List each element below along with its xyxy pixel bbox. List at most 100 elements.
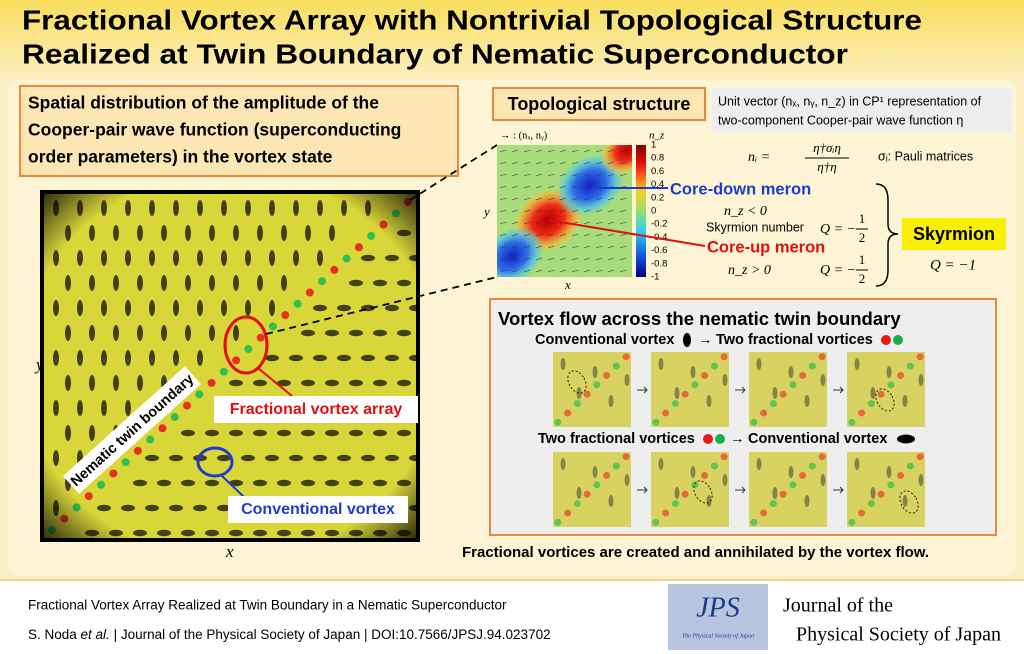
journal-name: Physical Society of Japan — [796, 624, 1001, 646]
boundary-vortex — [858, 409, 866, 417]
boundary-vortex — [906, 462, 914, 470]
conventional-label: Conventional vortex — [241, 501, 395, 518]
boundary-vortex — [877, 390, 885, 398]
boundary-vortex — [662, 509, 670, 517]
boundary-vortex — [897, 371, 905, 379]
vortex — [690, 466, 696, 478]
vector-arrow — [619, 221, 627, 225]
array-label: Fractional vortex array — [230, 401, 403, 418]
boundary-vortex — [789, 381, 797, 389]
vector-arrow — [511, 209, 519, 213]
vector-arrow — [499, 197, 507, 201]
vector-arrow — [559, 257, 567, 261]
x-label: x — [225, 542, 234, 561]
vector-arrow — [595, 197, 603, 201]
q-numerator: 1 — [859, 252, 866, 267]
title: Realized at Twin Boundary of Nematic Sup… — [22, 38, 848, 69]
boundary-vortex — [906, 362, 914, 370]
authors: S. Noda — [28, 627, 81, 642]
highlight — [875, 388, 895, 412]
flow-arrow: → — [730, 431, 745, 447]
boundary-vortex — [671, 500, 679, 508]
boundary-vortex — [710, 462, 718, 470]
map-edge — [44, 194, 416, 538]
boundary-vortex — [573, 500, 581, 508]
core-up-label: Core-up meron — [707, 238, 825, 256]
vector-arrow — [607, 149, 615, 153]
vortex — [658, 458, 664, 470]
boundary-vortex — [681, 490, 689, 498]
skyrmion-q: Q = −1 — [930, 257, 976, 273]
citation-rest: | Journal of the Physical Society of Jap… — [110, 627, 551, 642]
vector-arrow — [583, 233, 591, 237]
vector-arrow — [607, 257, 615, 261]
vector-arrow — [547, 149, 555, 153]
vector-arrow — [571, 269, 579, 273]
pointer — [547, 219, 706, 247]
vector-arrow — [547, 269, 555, 273]
caption-line: Spatial distribution of the amplitude of… — [28, 93, 379, 113]
vector-arrow — [523, 185, 531, 189]
boundary-vortex — [583, 390, 591, 398]
vector-arrow — [559, 173, 567, 177]
zoom-line — [409, 144, 498, 201]
vector-arrow — [559, 233, 567, 237]
vector-arrow — [535, 197, 543, 201]
vector-arrow — [583, 245, 591, 249]
boundary-vortex — [564, 509, 572, 517]
header-band — [0, 0, 1024, 82]
vortex — [854, 358, 860, 370]
core-down-condition: n_z < 0 — [724, 204, 767, 219]
colorbar-tick-label: -1 — [651, 272, 659, 283]
vortex — [788, 466, 794, 478]
vortex — [870, 487, 876, 499]
vector-arrow — [535, 161, 543, 165]
highlight — [567, 370, 587, 394]
vector-arrow — [619, 257, 627, 261]
vector-arrow — [571, 173, 579, 177]
vector-arrow — [583, 161, 591, 165]
formula-numerator: η†σᵢη — [813, 140, 841, 155]
vortex-icon — [683, 333, 691, 347]
logo: JPS — [696, 592, 740, 623]
vector-arrow — [547, 257, 555, 261]
vortex — [886, 466, 892, 478]
vector-arrow — [583, 257, 591, 261]
vector-arrow — [571, 233, 579, 237]
vortex — [756, 458, 762, 470]
vector-arrow — [535, 245, 543, 249]
step-arrow — [833, 486, 844, 494]
vortex — [902, 495, 908, 507]
vortex — [722, 474, 728, 486]
vector-arrow — [523, 161, 531, 165]
caption-line: Cooper-pair wave function (superconducti… — [28, 120, 401, 140]
vector-arrow — [607, 161, 615, 165]
colorbar — [636, 145, 646, 277]
boundary-vortex — [779, 490, 787, 498]
vector-arrow — [547, 245, 555, 249]
vector-arrow — [619, 173, 627, 177]
boundary-vortex — [681, 390, 689, 398]
boundary-vortex — [877, 490, 885, 498]
core-up-region — [600, 145, 632, 175]
core-up-condition: n_z > 0 — [728, 263, 771, 278]
flow-from: Two fractional vortices — [538, 431, 695, 447]
vector-arrow — [523, 197, 531, 201]
boundary-vortex — [887, 381, 895, 389]
formula-denominator: η†η — [817, 159, 836, 174]
boundary-vortex — [662, 409, 670, 417]
vector-arrow — [619, 245, 627, 249]
boundary-vortex — [916, 353, 924, 361]
boundary-vortex — [799, 371, 807, 379]
vortex — [804, 395, 810, 407]
vector-arrow — [619, 149, 627, 153]
vector-arrow — [535, 221, 543, 225]
vortex — [772, 387, 778, 399]
caption-line: order parameters) in the vortex state — [28, 147, 333, 167]
colorbar-tick-label: -0.6 — [651, 245, 667, 256]
conventional-tag-box — [228, 496, 408, 523]
colorbar-tick-label: -0.8 — [651, 258, 667, 269]
vortex — [722, 374, 728, 386]
vector-arrow — [571, 257, 579, 261]
boundary-vortex — [701, 471, 709, 479]
